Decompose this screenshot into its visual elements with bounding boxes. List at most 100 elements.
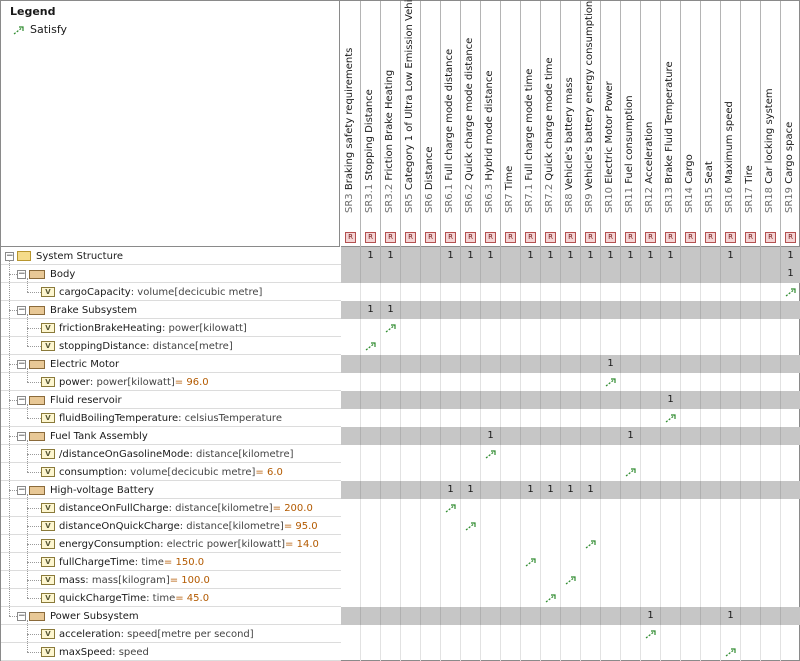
matrix-cell[interactable]: [761, 337, 781, 355]
matrix-cell[interactable]: [701, 283, 721, 301]
matrix-cell[interactable]: [541, 463, 561, 481]
matrix-cell[interactable]: [721, 481, 741, 499]
matrix-cell[interactable]: 1: [601, 247, 621, 265]
matrix-cell[interactable]: [721, 589, 741, 607]
matrix-cell[interactable]: 1: [381, 301, 401, 319]
matrix-cell[interactable]: [781, 481, 800, 499]
matrix-cell[interactable]: [421, 445, 441, 463]
matrix-cell[interactable]: [501, 409, 521, 427]
matrix-cell[interactable]: [501, 247, 521, 265]
matrix-cell[interactable]: [701, 463, 721, 481]
matrix-cell[interactable]: [521, 319, 541, 337]
matrix-cell[interactable]: [501, 373, 521, 391]
matrix-cell[interactable]: [361, 499, 381, 517]
matrix-cell[interactable]: [721, 265, 741, 283]
matrix-cell[interactable]: [601, 301, 621, 319]
matrix-cell[interactable]: [781, 445, 800, 463]
matrix-cell[interactable]: [501, 589, 521, 607]
matrix-cell[interactable]: [521, 463, 541, 481]
matrix-cell[interactable]: [721, 625, 741, 643]
matrix-cell[interactable]: [481, 283, 501, 301]
matrix-cell[interactable]: [381, 499, 401, 517]
matrix-cell[interactable]: [581, 553, 601, 571]
matrix-cell[interactable]: [341, 355, 361, 373]
matrix-cell[interactable]: [661, 517, 681, 535]
matrix-cell[interactable]: [701, 337, 721, 355]
matrix-cell[interactable]: [361, 553, 381, 571]
matrix-cell[interactable]: [381, 427, 401, 445]
matrix-cell[interactable]: [481, 409, 501, 427]
matrix-cell[interactable]: [421, 265, 441, 283]
matrix-cell[interactable]: [481, 499, 501, 517]
matrix-cell[interactable]: [421, 283, 441, 301]
matrix-cell[interactable]: [781, 355, 800, 373]
column-header-sr3[interactable]: SR3 Braking safety requirements R: [341, 1, 361, 247]
matrix-cell[interactable]: [361, 409, 381, 427]
matrix-cell[interactable]: [781, 409, 800, 427]
matrix-cell[interactable]: [761, 355, 781, 373]
matrix-cell[interactable]: [581, 409, 601, 427]
matrix-cell[interactable]: [521, 445, 541, 463]
matrix-cell[interactable]: [701, 643, 721, 661]
matrix-cell[interactable]: [581, 373, 601, 391]
matrix-cell[interactable]: [581, 535, 601, 553]
matrix-cell[interactable]: [601, 517, 621, 535]
matrix-cell[interactable]: [641, 553, 661, 571]
matrix-cell[interactable]: [561, 517, 581, 535]
column-header-sr8[interactable]: SR8 Vehicle's battery mass R: [561, 1, 581, 247]
matrix-cell[interactable]: [461, 517, 481, 535]
matrix-cell[interactable]: [741, 337, 761, 355]
matrix-cell[interactable]: 1: [661, 247, 681, 265]
matrix-cell[interactable]: [441, 283, 461, 301]
matrix-cell[interactable]: [741, 607, 761, 625]
matrix-cell[interactable]: [361, 463, 381, 481]
matrix-cell[interactable]: [521, 391, 541, 409]
matrix-cell[interactable]: [441, 301, 461, 319]
matrix-cell[interactable]: [361, 481, 381, 499]
matrix-cell[interactable]: [501, 481, 521, 499]
matrix-cell[interactable]: [341, 427, 361, 445]
matrix-cell[interactable]: [741, 445, 761, 463]
matrix-cell[interactable]: [461, 553, 481, 571]
tree-row-block[interactable]: − Electric Motor: [1, 355, 341, 373]
matrix-cell[interactable]: [401, 481, 421, 499]
matrix-cell[interactable]: [601, 463, 621, 481]
matrix-cell[interactable]: [641, 625, 661, 643]
matrix-cell[interactable]: [401, 283, 421, 301]
matrix-cell[interactable]: [681, 355, 701, 373]
matrix-cell[interactable]: [481, 553, 501, 571]
matrix-cell[interactable]: [661, 643, 681, 661]
matrix-cell[interactable]: [641, 427, 661, 445]
matrix-cell[interactable]: [421, 607, 441, 625]
matrix-cell[interactable]: [621, 463, 641, 481]
matrix-cell[interactable]: [481, 607, 501, 625]
matrix-cell[interactable]: [441, 427, 461, 445]
matrix-cell[interactable]: [541, 643, 561, 661]
matrix-cell[interactable]: [741, 247, 761, 265]
matrix-cell[interactable]: [661, 535, 681, 553]
matrix-cell[interactable]: [561, 427, 581, 445]
matrix-cell[interactable]: [401, 607, 421, 625]
collapse-toggle-icon[interactable]: −: [17, 268, 26, 279]
matrix-cell[interactable]: [341, 607, 361, 625]
matrix-cell[interactable]: [461, 319, 481, 337]
matrix-cell[interactable]: [481, 265, 501, 283]
matrix-cell[interactable]: [401, 499, 421, 517]
matrix-cell[interactable]: [781, 373, 800, 391]
matrix-cell[interactable]: [441, 409, 461, 427]
matrix-cell[interactable]: [761, 625, 781, 643]
matrix-cell[interactable]: [361, 643, 381, 661]
matrix-cell[interactable]: 1: [481, 427, 501, 445]
matrix-cell[interactable]: [581, 643, 601, 661]
matrix-cell[interactable]: 1: [461, 481, 481, 499]
matrix-cell[interactable]: [681, 337, 701, 355]
matrix-cell[interactable]: [561, 535, 581, 553]
matrix-cell[interactable]: [461, 373, 481, 391]
matrix-cell[interactable]: [521, 355, 541, 373]
matrix-cell[interactable]: [581, 517, 601, 535]
matrix-cell[interactable]: [381, 373, 401, 391]
